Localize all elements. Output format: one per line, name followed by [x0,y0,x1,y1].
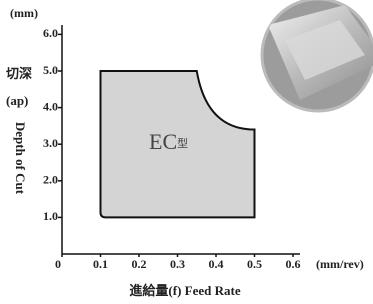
y-tick-label: 6.0 [43,26,58,40]
x-tick-label: 0.5 [247,257,262,271]
x-tick-label: 0 [55,257,61,271]
y-tick-label: 4.0 [43,99,58,113]
y-label: Depth of Cut [13,122,28,195]
region-label-suffix: 型 [177,136,188,150]
y-tick-label: 1.0 [43,209,58,223]
y-tick-label: 3.0 [43,136,58,150]
y-tick-label: 5.0 [43,63,58,77]
y-label-abbr: (ap) [6,93,28,108]
chart: (mm) 切深 (ap) Depth of Cut (mm/rev) 進給量(f… [0,0,373,304]
x-unit: (mm/rev) [316,257,364,271]
y-label-jp: 切深 [6,66,32,81]
region-label-main: EC [149,129,177,154]
x-tick-label: 0.6 [286,257,301,271]
x-tick-label: 0.3 [170,257,185,271]
y-tick-label: 2.0 [43,173,58,187]
x-tick-label: 0.4 [209,257,224,271]
y-unit: (mm) [10,6,38,20]
x-label: 進給量(f) Feed Rate [129,283,240,298]
x-tick-label: 0.2 [132,257,147,271]
insert-photo [262,0,373,111]
x-tick-label: 0.1 [93,257,108,271]
